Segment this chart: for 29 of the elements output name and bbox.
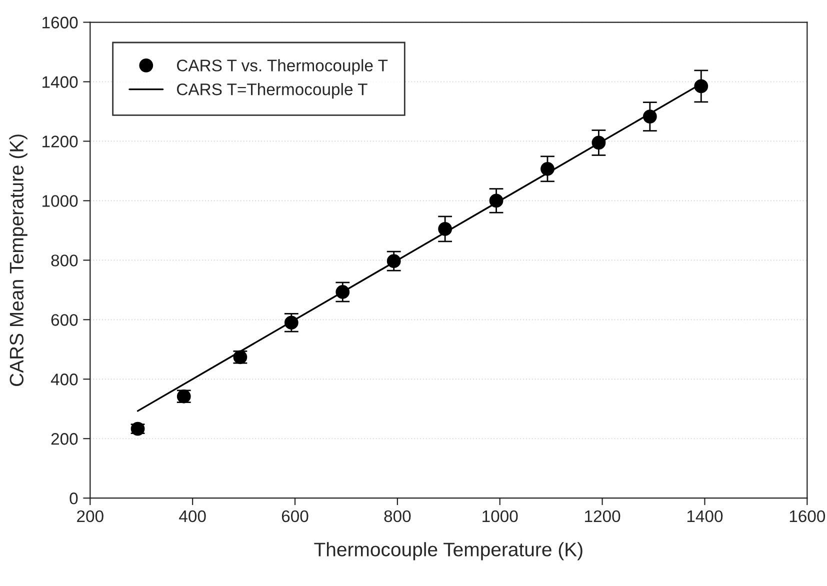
x-axis-title: Thermocouple Temperature (K) [314,542,582,560]
x-tick-label: 1600 [790,510,826,522]
point [642,110,657,124]
y-tick-label: 1600 [42,16,78,28]
x-tick-label: 800 [384,510,411,522]
x-tick-label: 1000 [482,510,518,522]
y-tick-label: 0 [70,492,78,504]
y-tick-label: 400 [50,374,78,386]
point [694,79,708,94]
point [489,194,504,208]
legend-label: CARS T vs. Thermocouple T [176,59,388,75]
point [592,136,606,150]
point [386,254,401,268]
y-tick-label: 800 [51,254,78,266]
y-axis-title: CARS Mean Temperature (K) [9,134,28,386]
x-tick-label: 400 [179,510,206,522]
y-tick-label: 200 [51,433,78,445]
legend-label: CARS T=Thermocouple T [176,83,368,99]
point [438,222,452,236]
point [540,162,554,176]
point [336,285,350,299]
y-tick-label: 1400 [42,76,78,88]
y-tick-label: 600 [51,314,78,326]
x-tick-label: 600 [282,510,308,522]
y-tick-label: 1200 [42,136,78,148]
x-tick-label: 200 [77,510,104,522]
x-tick-label: 1200 [585,510,620,522]
y-tick-label: 1000 [42,195,78,207]
x-tick-label: 1400 [687,510,723,522]
